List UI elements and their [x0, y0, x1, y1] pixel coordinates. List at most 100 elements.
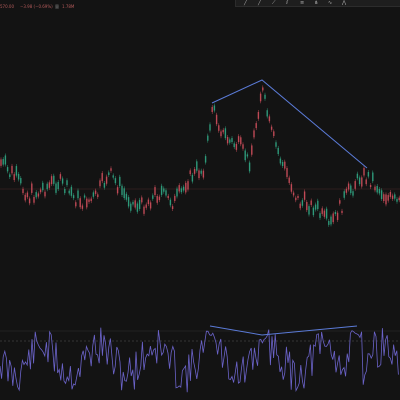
candle-body [310, 200, 312, 205]
candle-body [90, 198, 92, 202]
candle-body [31, 183, 33, 193]
candle-body [20, 178, 22, 184]
candle-body [380, 190, 383, 199]
candle-body [352, 191, 354, 196]
candle-body [81, 205, 84, 209]
candle-body [101, 173, 103, 182]
candle-body [42, 182, 44, 191]
candle-body [215, 114, 218, 125]
candle-body [167, 195, 169, 199]
fib-tool-icon[interactable]: ≡ [300, 0, 305, 6]
candle-body [209, 124, 211, 131]
candle-body [308, 206, 310, 215]
candle-body [83, 195, 86, 198]
candle-body [158, 196, 161, 201]
candle-body [187, 181, 189, 190]
candle-body [264, 94, 266, 99]
candle-body [138, 199, 141, 209]
candle-body [147, 199, 150, 205]
candle-body [259, 93, 262, 102]
more-tool-icon[interactable]: ⋀ [342, 0, 347, 6]
candle-body [367, 172, 370, 177]
candle-body [116, 187, 119, 194]
candle-body [59, 174, 62, 179]
candle-body [92, 192, 95, 197]
candle-body [347, 183, 350, 190]
candle-body [108, 172, 110, 176]
candle-body [105, 176, 108, 184]
candle-body [343, 191, 345, 198]
candlestick-series [0, 85, 400, 227]
ray-tool-icon[interactable]: ╱ [258, 0, 262, 6]
candle-body [72, 195, 75, 199]
pitchfork-tool-icon[interactable]: ⋔ [314, 0, 319, 6]
candle-body [279, 158, 282, 164]
candle-body [328, 220, 330, 225]
candle-body [336, 212, 339, 220]
candle-body [398, 197, 400, 201]
candle-body [130, 203, 132, 211]
candle-body [39, 189, 42, 193]
candle-body [330, 216, 332, 225]
candle-body [218, 125, 220, 131]
candle-body [134, 200, 136, 208]
candle-body [178, 185, 180, 192]
candle-body [185, 182, 187, 193]
candle-body [154, 187, 156, 196]
candle-body [262, 87, 264, 91]
candle-body [365, 179, 367, 185]
candle-body [220, 131, 222, 137]
candle-body [374, 186, 376, 191]
candle-body [301, 200, 304, 206]
candle-body [389, 191, 392, 197]
candle-body [378, 189, 381, 194]
candle-body [251, 145, 253, 155]
candle-body [292, 192, 295, 196]
candle-body [372, 172, 374, 182]
candle-body [145, 204, 147, 208]
candle-body [240, 137, 242, 145]
candle-body [189, 170, 191, 175]
candle-body [132, 201, 134, 205]
candle-body [11, 165, 13, 174]
parallel-channel-tool-icon[interactable]: ⫽ [286, 0, 289, 6]
price-trendline[interactable] [211, 79, 368, 169]
candle-body [77, 190, 79, 199]
candle-body [169, 199, 172, 206]
candle-body [391, 195, 394, 199]
candle-body [160, 185, 163, 195]
candle-body [48, 182, 51, 188]
candle-body [268, 116, 271, 122]
candle-body [0, 159, 2, 166]
candle-body [112, 175, 114, 178]
candle-body [321, 208, 323, 214]
candle-body [266, 110, 268, 117]
candle-body [6, 167, 9, 172]
candle-body [229, 139, 231, 143]
candle-body [396, 198, 398, 202]
candle-body [143, 206, 145, 214]
candle-body [385, 194, 387, 205]
candle-body [299, 203, 301, 209]
candle-body [207, 135, 209, 141]
candle-body [288, 177, 290, 183]
line-tool-icon[interactable]: ╱ [244, 0, 248, 6]
candle-body [213, 105, 216, 111]
candle-body [295, 197, 297, 201]
volume-value: 1.78M [62, 4, 75, 9]
candle-body [273, 131, 275, 136]
oscillator-trendline[interactable] [209, 325, 358, 336]
candle-body [110, 168, 112, 171]
candle-body [231, 138, 233, 142]
pattern-tool-icon[interactable]: ∿ [328, 0, 333, 6]
candle-body [66, 180, 68, 186]
candle-body [290, 184, 293, 192]
candle-body [233, 143, 235, 148]
price-change: −3.98 (−0.69%) [20, 4, 53, 9]
candle-body [235, 143, 238, 150]
candle-body [165, 190, 167, 196]
candle-body [2, 159, 4, 165]
extended-line-tool-icon[interactable]: ⟋ [272, 0, 276, 6]
